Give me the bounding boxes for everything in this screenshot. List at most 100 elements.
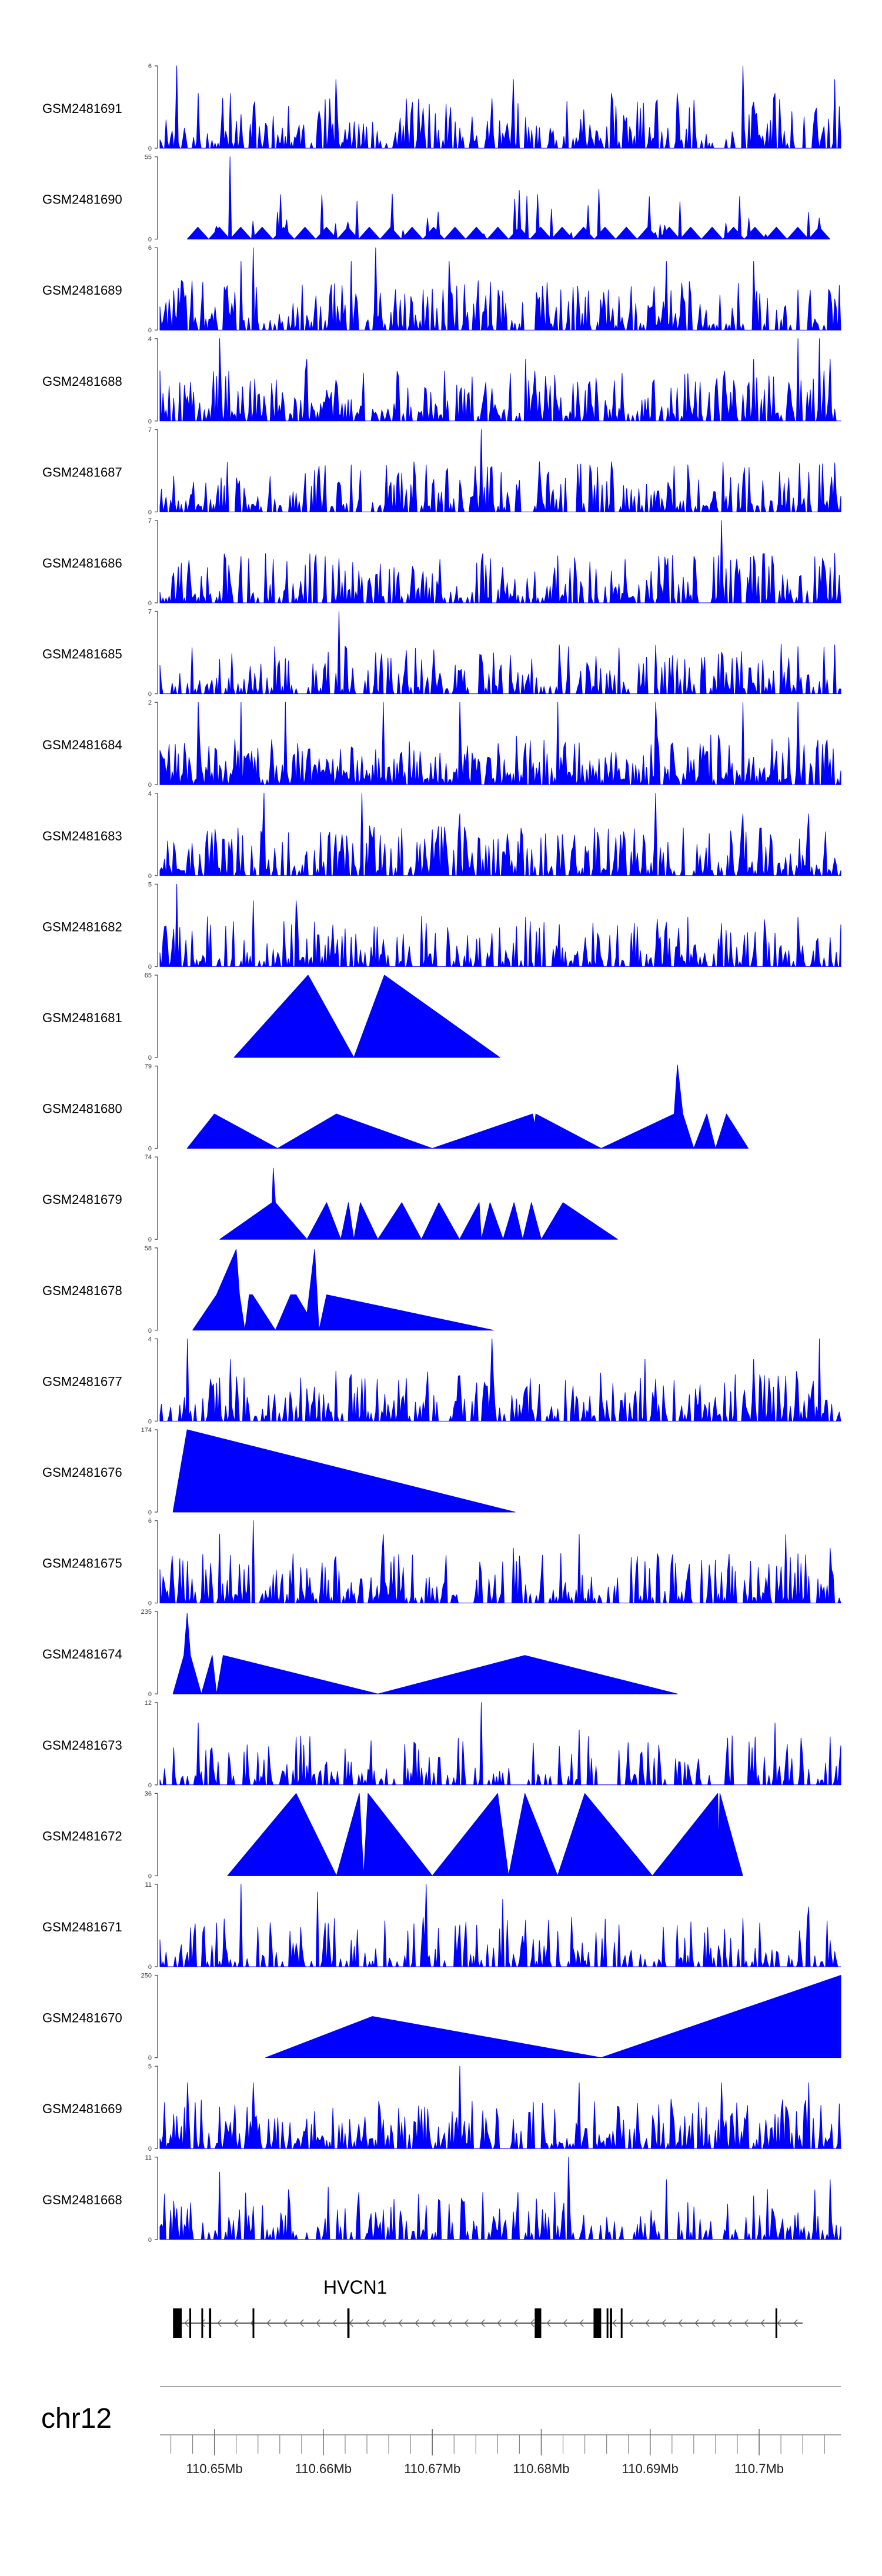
gene-exon — [620, 2308, 623, 2338]
y-tick-label-min: 0 — [148, 2055, 152, 2062]
strand-arrow-icon — [233, 2319, 238, 2327]
coverage-area — [159, 2157, 841, 2240]
gene-model-track: HVCN1 — [173, 2277, 803, 2338]
genome-axis-tick-label: 110.68Mb — [513, 2461, 569, 2476]
track-label: GSM2481668 — [42, 2193, 122, 2207]
strand-arrow-icon — [431, 2319, 436, 2327]
gene-exon — [534, 2308, 542, 2338]
track-GSM2481689: GSM2481689 6 0 — [42, 245, 841, 334]
y-tick-label-min: 0 — [148, 691, 152, 698]
y-tick-label-min: 0 — [148, 509, 152, 516]
coverage-area — [159, 520, 841, 603]
strand-arrow-icon — [530, 2319, 534, 2327]
gene-exon — [252, 2308, 255, 2338]
track-label: GSM2481680 — [42, 1102, 122, 1116]
strand-arrow-icon — [464, 2319, 469, 2327]
y-tick-label-min: 0 — [148, 873, 152, 880]
track-GSM2481688: GSM2481688 4 0 — [42, 336, 841, 425]
track-label: GSM2481689 — [42, 283, 122, 298]
y-tick-label-max: 36 — [145, 1790, 152, 1797]
track-GSM2481682: GSM2481682 5 0 — [42, 881, 841, 970]
y-tick-label-max: 7 — [148, 518, 152, 525]
strand-arrow-icon — [266, 2319, 271, 2327]
track-GSM2481668: GSM2481668 11 0 — [42, 2154, 841, 2244]
y-tick-label-min: 0 — [148, 418, 152, 425]
strand-arrow-icon — [612, 2319, 617, 2327]
track-GSM2481680: GSM2481680 79 0 — [42, 1063, 749, 1153]
strand-arrow-icon — [299, 2319, 304, 2327]
strand-arrow-icon — [793, 2319, 798, 2327]
y-tick-label-min: 0 — [148, 600, 152, 607]
coverage-area — [219, 1167, 618, 1240]
y-tick-label-min: 0 — [148, 1782, 152, 1789]
y-tick-label-max: 4 — [148, 336, 152, 343]
y-tick-label-max: 65 — [145, 972, 152, 979]
strand-arrow-icon — [332, 2319, 337, 2327]
y-tick-label-min: 0 — [148, 145, 152, 152]
y-tick-label-min: 0 — [148, 1509, 152, 1516]
strand-arrow-icon — [744, 2319, 749, 2327]
strand-arrow-icon — [777, 2319, 781, 2327]
coverage-area — [159, 429, 841, 512]
y-tick-label-max: 174 — [141, 1427, 152, 1434]
genome-axis-tick-label: 110.65Mb — [186, 2461, 243, 2476]
genome-axis-tick-label: 110.67Mb — [404, 2461, 460, 2476]
strand-arrow-icon — [694, 2319, 699, 2327]
track-GSM2481677: GSM2481677 4 0 — [42, 1336, 841, 1425]
track-label: GSM2481671 — [42, 1920, 122, 1934]
y-tick-label-max: 11 — [145, 2154, 152, 2161]
strand-arrow-icon — [447, 2319, 452, 2327]
track-GSM2481672: GSM2481672 36 0 — [42, 1790, 743, 1880]
gene-exon — [610, 2308, 612, 2338]
track-GSM2481686: GSM2481686 7 0 — [42, 518, 841, 607]
track-label: GSM2481685 — [42, 647, 122, 662]
y-tick-label-min: 0 — [148, 1418, 152, 1425]
genome-axis-tick-label: 110.7Mb — [734, 2461, 784, 2476]
coverage-area — [159, 1338, 841, 1422]
y-tick-label-min: 0 — [148, 2237, 152, 2244]
y-tick-label-max: 6 — [148, 1518, 152, 1525]
track-label: GSM2481682 — [42, 919, 122, 934]
y-tick-label-min: 0 — [148, 236, 152, 243]
gene-exon — [209, 2308, 212, 2338]
y-tick-label-max: 7 — [148, 609, 152, 616]
gene-exon — [606, 2308, 609, 2338]
strand-arrow-icon — [316, 2319, 320, 2327]
y-tick-label-max: 11 — [145, 1881, 152, 1888]
coverage-area — [159, 883, 841, 967]
coverage-area — [159, 65, 841, 149]
track-label: GSM2481677 — [42, 1374, 122, 1389]
coverage-area — [159, 2066, 841, 2149]
y-tick-label-min: 0 — [148, 1600, 152, 1607]
track-GSM2481687: GSM2481687 7 0 — [42, 426, 841, 516]
coverage-area — [159, 793, 841, 876]
track-GSM2481691: GSM2481691 6 0 — [42, 63, 841, 152]
y-tick-label-max: 5 — [148, 881, 152, 888]
genome-axis-tick-label: 110.66Mb — [295, 2461, 352, 2476]
coverage-area — [159, 611, 841, 695]
strand-arrow-icon — [563, 2319, 567, 2327]
track-GSM2481683: GSM2481683 4 0 — [42, 790, 841, 880]
track-label: GSM2481683 — [42, 829, 122, 843]
coverage-area — [159, 1702, 841, 1786]
track-label: GSM2481679 — [42, 1192, 122, 1207]
y-tick-label-min: 0 — [148, 1327, 152, 1334]
y-tick-label-min: 0 — [148, 1146, 152, 1153]
track-GSM2481676: GSM2481676 174 0 — [42, 1427, 516, 1516]
strand-arrow-icon — [415, 2319, 419, 2327]
coverage-area — [159, 247, 841, 331]
strand-arrow-icon — [678, 2319, 683, 2327]
strand-arrow-icon — [480, 2319, 485, 2327]
track-GSM2481669: GSM2481669 5 0 — [42, 2063, 841, 2153]
track-label: GSM2481691 — [42, 101, 122, 116]
track-GSM2481679: GSM2481679 74 0 — [42, 1154, 618, 1243]
track-GSM2481684: GSM2481684 2 0 — [42, 699, 841, 789]
chromosome-label: chr12 — [41, 2403, 112, 2434]
coverage-area — [172, 1429, 516, 1513]
coverage-tracks: GSM248169160GSM2481690550GSM248168960GSM… — [42, 63, 841, 2244]
y-tick-label-min: 0 — [148, 1873, 152, 1880]
track-label: GSM2481681 — [42, 1010, 122, 1025]
y-tick-label-max: 2 — [148, 699, 152, 706]
y-tick-label-max: 7 — [148, 426, 152, 433]
track-GSM2481678: GSM2481678 58 0 — [42, 1245, 494, 1334]
